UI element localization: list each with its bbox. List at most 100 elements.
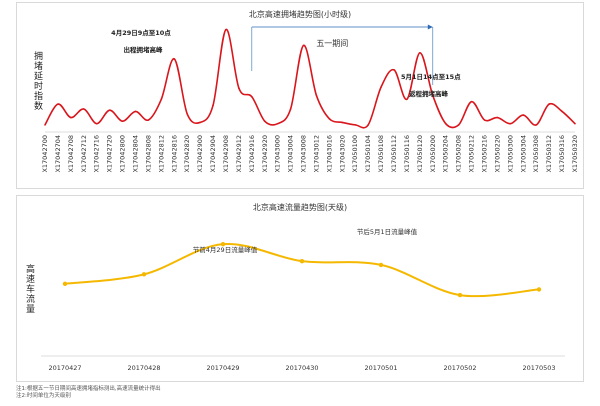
x-tick-label: X17042912 bbox=[235, 135, 243, 173]
data-point-X17042712 bbox=[82, 108, 85, 110]
data-point-20170501 bbox=[378, 262, 384, 268]
holiday-span-label: 五一期间 bbox=[316, 39, 348, 48]
data-point-X17042908 bbox=[225, 28, 227, 31]
x-tick-label: X17050108 bbox=[377, 135, 385, 173]
hourly-congestion-chart: 北京高速拥堵趋势图(小时级) 拥堵延时指数 X17042700 X17042704… bbox=[16, 2, 584, 189]
x-tick-label: 20170427 bbox=[48, 364, 81, 372]
x-tick-label: X17042700 bbox=[41, 135, 49, 173]
chart-title: 北京高速流量趋势图(天级) bbox=[252, 203, 348, 212]
data-point-X17043004 bbox=[289, 108, 292, 110]
data-point-20170430 bbox=[299, 258, 305, 264]
data-point-X17042800 bbox=[121, 120, 124, 123]
data-point-X17043008 bbox=[302, 44, 305, 47]
x-tick-label: X17042820 bbox=[183, 135, 191, 173]
annotation-pre-holiday-peak: 节前4月29日流量峰值 bbox=[193, 245, 258, 254]
data-point-X17050300 bbox=[509, 122, 512, 125]
data-point-X17042808 bbox=[147, 119, 150, 121]
data-point-X17050112 bbox=[393, 69, 395, 71]
x-tick-label: X17050112 bbox=[390, 135, 398, 173]
data-point-X17043012 bbox=[315, 94, 318, 97]
data-point-X17042708 bbox=[70, 116, 72, 119]
footnote: 注2:时间单位为天级别 bbox=[16, 393, 71, 399]
annotation-post-holiday-peak: 节后5月1日流量峰值 bbox=[357, 227, 418, 236]
data-point-X17050116 bbox=[406, 98, 408, 101]
annotation-return-peak-time: 5月1日14点至15点 bbox=[401, 72, 461, 81]
daily-flow-chart: 北京高速流量趋势图(天级) 高速车流量 20170427 20170428 2017… bbox=[16, 195, 584, 382]
x-tick-label: X17042904 bbox=[209, 135, 217, 173]
data-point-X17042916 bbox=[251, 95, 253, 98]
data-point-X17050208 bbox=[457, 124, 460, 126]
data-point-X17043016 bbox=[328, 117, 331, 120]
x-tick-label: X17050208 bbox=[455, 135, 463, 173]
data-point-X17050320 bbox=[574, 122, 576, 125]
x-tick-label: 20170429 bbox=[206, 364, 239, 372]
x-tick-label: X17050120 bbox=[416, 135, 424, 173]
data-point-X17050304 bbox=[522, 114, 525, 116]
x-tick-label: X17050100 bbox=[351, 135, 359, 173]
x-tick-label: 20170428 bbox=[127, 364, 160, 372]
data-point-X17050200 bbox=[432, 94, 434, 97]
congestion-series-line bbox=[44, 28, 576, 129]
data-point-X17042700 bbox=[44, 124, 46, 126]
data-point-X17042716 bbox=[95, 122, 98, 125]
flow-series-line bbox=[64, 243, 540, 298]
data-point-X17050312 bbox=[548, 103, 550, 105]
x-tick-label: X17050304 bbox=[519, 135, 527, 173]
x-tick-label: X17050320 bbox=[571, 135, 579, 173]
x-tick-label: X17043000 bbox=[274, 135, 282, 173]
data-point-20170503 bbox=[536, 287, 542, 292]
data-point-X17042912 bbox=[238, 87, 240, 90]
x-tick-label: X17042804 bbox=[131, 135, 139, 173]
annotation-return-peak-label: 返程拥堵高峰 bbox=[409, 89, 449, 98]
data-point-X17050212 bbox=[470, 100, 473, 103]
x-tick-label: X17043012 bbox=[312, 135, 320, 173]
data-point-X17050120 bbox=[419, 51, 421, 54]
data-point-X17043020 bbox=[341, 121, 344, 124]
data-point-X17050216 bbox=[483, 119, 486, 121]
data-point-X17043000 bbox=[276, 122, 279, 125]
data-point-X17050308 bbox=[535, 124, 538, 126]
data-point-X17050204 bbox=[444, 122, 447, 125]
x-tick-label: X17050212 bbox=[468, 135, 476, 173]
data-point-X17042804 bbox=[134, 110, 137, 113]
data-point-X17050316 bbox=[561, 110, 563, 113]
data-point-20170429 bbox=[220, 241, 226, 247]
data-point-X17050100 bbox=[354, 124, 357, 126]
x-tick-label: 20170502 bbox=[443, 364, 476, 372]
chart-title: 北京高速拥堵趋势图(小时级) bbox=[248, 10, 352, 19]
x-tick-label: X17042720 bbox=[106, 135, 114, 173]
x-tick-label: X17050316 bbox=[558, 135, 566, 173]
x-tick-label: X17050312 bbox=[545, 135, 553, 173]
x-tick-label: X17042900 bbox=[196, 135, 204, 173]
daily-flow-plot: 20170427 20170428 20170429 20170430 20170501… bbox=[41, 227, 565, 372]
data-point-X17050104 bbox=[367, 124, 369, 126]
x-tick-label: 20170430 bbox=[285, 364, 318, 372]
data-point-X17042812 bbox=[160, 98, 163, 101]
data-point-20170427 bbox=[62, 281, 68, 286]
x-tick-label: X17050116 bbox=[403, 135, 411, 173]
data-point-X17042720 bbox=[108, 109, 111, 112]
x-tick-label: X17042916 bbox=[248, 135, 256, 173]
data-point-X17042816 bbox=[173, 58, 176, 60]
x-tick-label: X17042708 bbox=[67, 135, 75, 173]
x-tick-label: X17050204 bbox=[442, 135, 450, 173]
x-tick-label: X17042808 bbox=[144, 135, 152, 173]
data-point-20170502 bbox=[457, 292, 463, 298]
x-tick-label: X17050104 bbox=[364, 135, 372, 173]
x-tick-label: 20170501 bbox=[364, 364, 397, 372]
annotation-departure-peak-time: 4月29日9点至10点 bbox=[111, 28, 171, 37]
x-tick-label: X17042920 bbox=[261, 135, 269, 173]
x-tick-label: X17042704 bbox=[54, 135, 62, 173]
x-tick-label: X17043004 bbox=[287, 135, 295, 173]
data-point-X17042704 bbox=[57, 103, 59, 105]
x-tick-label: X17050300 bbox=[506, 135, 514, 173]
x-tick-label: X17050308 bbox=[532, 135, 540, 173]
x-tick-label: X17043020 bbox=[338, 135, 346, 173]
y-axis-label: 拥堵延时指数 bbox=[32, 51, 42, 111]
x-tick-label: X17042908 bbox=[222, 135, 230, 173]
holiday-span-arrowhead bbox=[427, 24, 433, 30]
x-tick-label: X17042716 bbox=[93, 135, 101, 173]
x-tick-label: X17042712 bbox=[80, 135, 88, 173]
data-point-X17050220 bbox=[496, 116, 499, 119]
data-point-X17050108 bbox=[380, 86, 382, 88]
